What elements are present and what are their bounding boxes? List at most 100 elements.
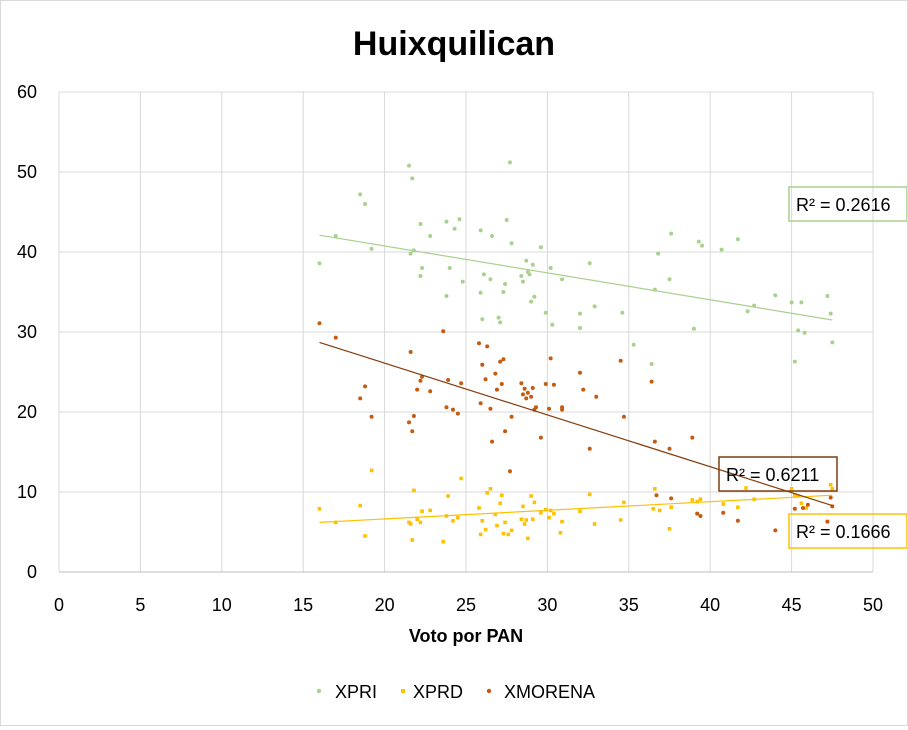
data-point-xprd [501, 531, 506, 536]
data-point-xpri [481, 272, 486, 277]
data-point-xprd [441, 539, 446, 544]
x-axis-title: Voto por PAN [409, 626, 523, 646]
trendline-xmorena [319, 341, 833, 507]
data-point-xmorena [520, 392, 525, 397]
legend-marker-xmorena [486, 688, 492, 694]
x-tick-label: 15 [293, 595, 313, 615]
data-point-xpri [532, 294, 537, 299]
data-point-xprd [653, 487, 657, 491]
data-point-xpri [530, 262, 535, 267]
data-point-xmorena [444, 405, 449, 410]
r2-labels: R² = 0.2616 R² = 0.1666 R² = 0.6211 [718, 186, 908, 549]
data-point-xprd [530, 517, 535, 521]
data-point-xprd [317, 507, 322, 511]
data-point-xpri [410, 176, 415, 181]
data-point-xprd [657, 508, 662, 513]
data-point-xmorena [418, 378, 423, 383]
data-point-xprd [509, 528, 514, 533]
data-point-xpri [408, 251, 413, 256]
trendline-xprd [319, 494, 833, 523]
data-point-xprd [651, 507, 656, 511]
data-point-xpri [796, 328, 801, 333]
data-point-xmorena [735, 518, 740, 523]
data-point-xpri [480, 317, 485, 322]
data-point-xmorena [490, 439, 495, 444]
data-point-xmorena [534, 405, 539, 410]
data-point-xprd [477, 506, 481, 510]
data-point-xprd [408, 522, 413, 526]
data-point-xpri [444, 219, 449, 224]
data-point-xpri [452, 226, 457, 231]
data-point-xprd [456, 515, 460, 520]
r2-box-xmorena [718, 456, 838, 492]
data-point-xprd [459, 476, 463, 481]
data-point-xpri [507, 160, 512, 165]
data-point-xmorena [618, 358, 623, 363]
data-point-xprd [695, 499, 699, 504]
data-point-xmorena [581, 387, 586, 392]
data-point-xpri [369, 246, 374, 251]
data-point-xpri [498, 320, 503, 325]
data-point-xmorena [792, 506, 797, 511]
data-point-xmorena [408, 350, 413, 354]
y-tick-label: 10 [17, 482, 37, 502]
data-point-xmorena [800, 506, 805, 510]
data-point-xmorena [411, 414, 416, 418]
data-point-xmorena [773, 528, 778, 533]
data-point-xprd [690, 498, 695, 502]
data-point-xpri [428, 234, 433, 238]
data-point-xmorena [441, 329, 446, 334]
legend-label-xpri: XPRI [335, 682, 377, 702]
axes: 0 5 10 15 20 25 30 35 40 45 50 0 10 20 30 40 50 60 [17, 82, 883, 615]
data-point-xmorena [825, 519, 830, 524]
data-point-xpri [700, 243, 705, 248]
data-point-xpri [592, 304, 597, 309]
data-point-xpri [509, 241, 514, 246]
data-point-xpri [620, 310, 625, 315]
data-point-xpri [587, 261, 592, 266]
data-point-xprd [560, 519, 564, 524]
data-point-xmorena [547, 406, 552, 411]
data-point-xmorena [488, 406, 493, 411]
data-point-xprd [506, 532, 511, 537]
data-point-xpri [669, 231, 674, 236]
data-point-xmorena [669, 496, 674, 501]
data-point-xprd [488, 487, 493, 491]
x-tick-label: 25 [456, 595, 476, 615]
y-tick-label: 50 [17, 162, 37, 182]
x-tick-label: 30 [537, 595, 557, 615]
data-point-xpri [457, 217, 462, 222]
data-point-xprd [412, 488, 416, 493]
data-point-xpri [503, 282, 508, 286]
data-points [317, 160, 835, 544]
data-point-xmorena [477, 341, 482, 346]
x-tick-label: 0 [54, 595, 64, 615]
data-point-xmorena [587, 446, 592, 451]
legend: XPRI XPRD XMORENA [316, 682, 595, 702]
data-point-xpri [792, 359, 797, 364]
data-point-xmorena [690, 435, 695, 440]
data-point-xprd [358, 503, 362, 508]
data-point-xprd [587, 492, 592, 497]
x-tick-label: 40 [700, 595, 720, 615]
data-point-xpri [358, 192, 363, 197]
data-point-xpri [825, 294, 830, 298]
data-point-xmorena [459, 381, 464, 386]
data-point-xprd [796, 494, 800, 498]
data-point-xpri [719, 247, 724, 252]
data-point-xprd [500, 493, 504, 497]
y-tick-label: 60 [17, 82, 37, 102]
data-point-xmorena [358, 396, 363, 401]
y-tick-label: 0 [27, 562, 37, 582]
data-point-xpri [444, 294, 449, 298]
data-point-xpri [667, 277, 672, 282]
data-point-xpri [560, 277, 565, 282]
data-point-xpri [418, 222, 423, 226]
data-point-xprd [799, 501, 804, 505]
data-point-xpri [478, 290, 483, 295]
data-point-xpri [802, 330, 807, 335]
data-point-xpri [496, 315, 501, 320]
data-point-xprd [547, 515, 551, 520]
data-point-xprd [558, 531, 563, 535]
data-point-xprd [789, 487, 794, 491]
